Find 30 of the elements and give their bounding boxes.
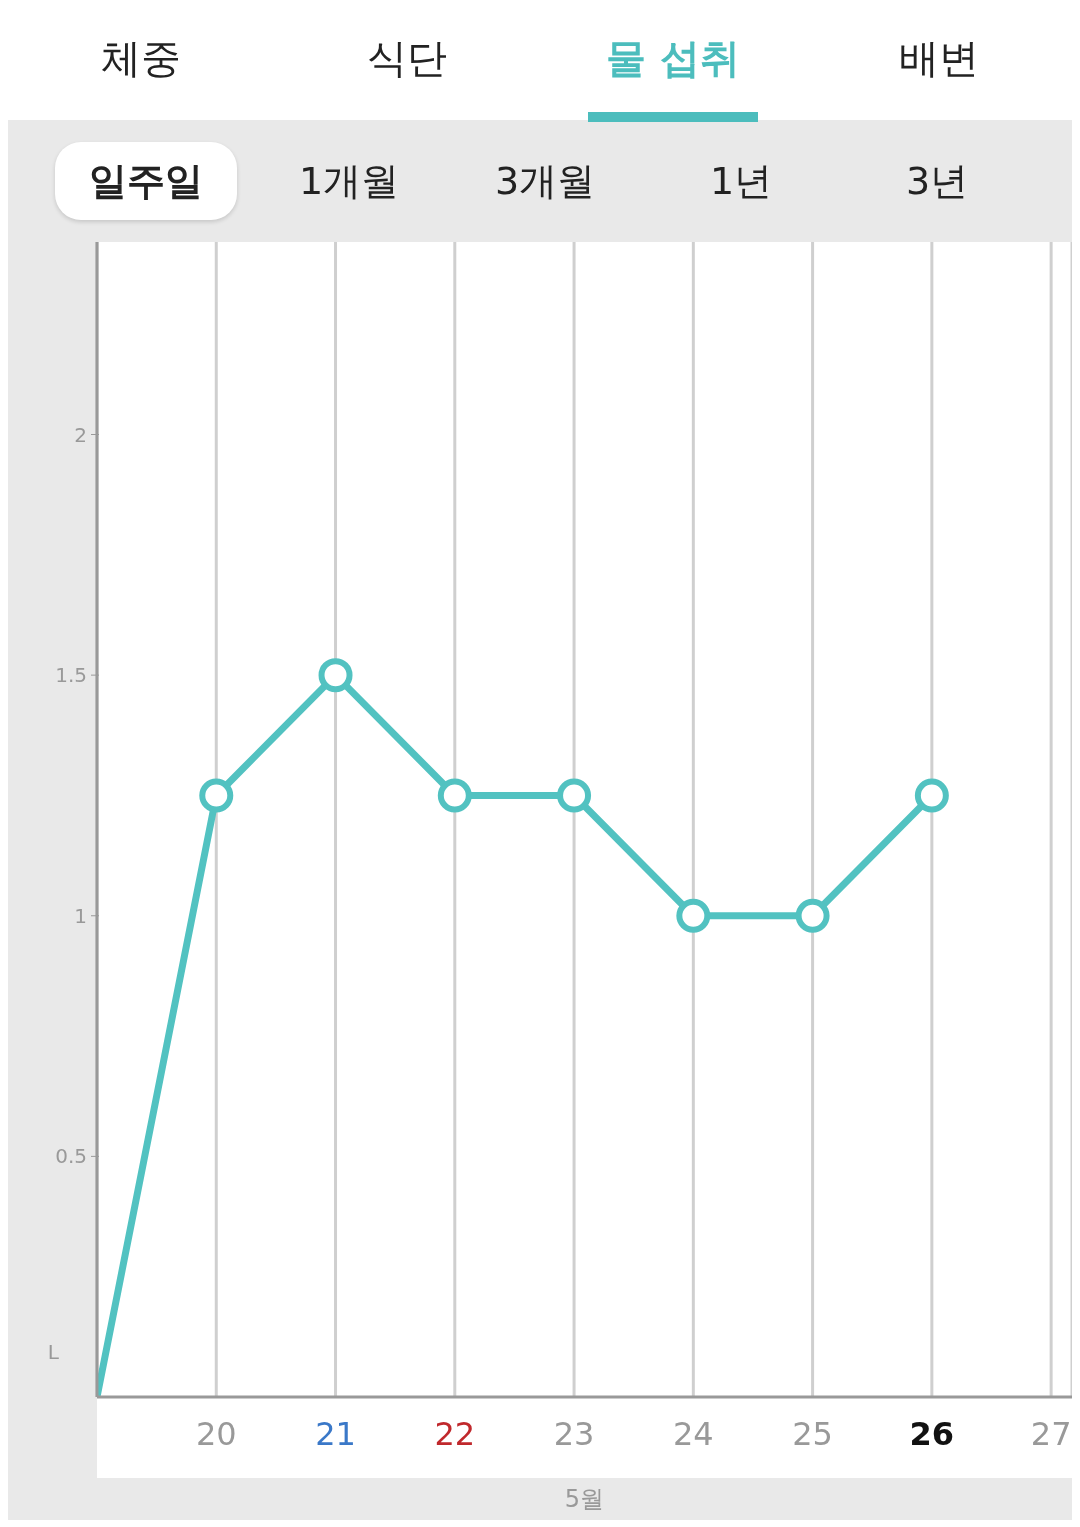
x-tick-label: 23 (553, 1415, 595, 1453)
point (795, 898, 830, 933)
point (318, 658, 353, 693)
x-tick-label: 21 (315, 1415, 356, 1453)
text: 3년 (904, 158, 970, 205)
y-tick-label: 0.5 (55, 1144, 87, 1169)
y-tick-label: 1.5 (55, 663, 87, 688)
text: 3개월 (493, 158, 597, 205)
point (199, 778, 234, 813)
text: 일주일 (55, 142, 237, 220)
point (914, 778, 949, 813)
x-tick-label: 22 (434, 1415, 476, 1453)
y-axis-title: L (47, 1340, 60, 1364)
point (437, 778, 472, 813)
x-tick-label: 24 (672, 1415, 714, 1453)
x-tick-label: 20 (195, 1415, 237, 1453)
y-tick-label: 2 (74, 422, 87, 447)
text: 1개월 (297, 158, 401, 205)
x-tick-label: 26 (909, 1415, 955, 1453)
x-axis-title: 5월 (97, 1478, 1072, 1520)
x-tick-label: 27 (1030, 1415, 1072, 1453)
x-tick-label: 25 (792, 1415, 833, 1453)
text: 식단 (366, 34, 448, 83)
y-tick-label: 1 (74, 903, 87, 928)
text: 배변 (898, 34, 980, 83)
point (557, 778, 592, 813)
text: 물 섭취 (588, 31, 758, 122)
text: 체중 (100, 34, 182, 83)
point (676, 898, 711, 933)
text: 1년 (708, 158, 774, 205)
